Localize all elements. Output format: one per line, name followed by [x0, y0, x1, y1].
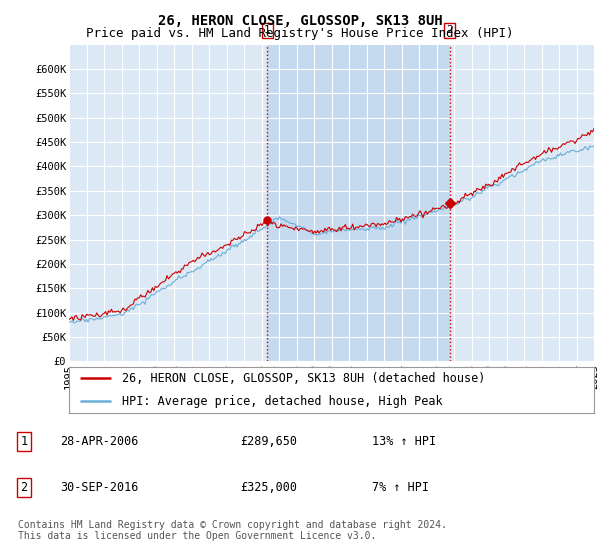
Text: 1: 1 [20, 435, 28, 449]
Text: Contains HM Land Registry data © Crown copyright and database right 2024.
This d: Contains HM Land Registry data © Crown c… [18, 520, 447, 542]
Text: 28-APR-2006: 28-APR-2006 [60, 435, 139, 449]
Text: 1: 1 [264, 25, 271, 35]
Text: 30-SEP-2016: 30-SEP-2016 [60, 482, 139, 494]
Bar [267, 45, 449, 361]
Text: Price paid vs. HM Land Registry's House Price Index (HPI): Price paid vs. HM Land Registry's House … [86, 27, 514, 40]
Text: 26, HERON CLOSE, GLOSSOP, SK13 8UH (detached house): 26, HERON CLOSE, GLOSSOP, SK13 8UH (deta… [121, 372, 485, 385]
Text: £325,000: £325,000 [240, 482, 297, 494]
Text: 7% ↑ HPI: 7% ↑ HPI [372, 482, 429, 494]
Text: 26, HERON CLOSE, GLOSSOP, SK13 8UH: 26, HERON CLOSE, GLOSSOP, SK13 8UH [158, 14, 442, 28]
Text: 2: 2 [446, 25, 453, 35]
Text: HPI: Average price, detached house, High Peak: HPI: Average price, detached house, High… [121, 395, 442, 408]
Text: 13% ↑ HPI: 13% ↑ HPI [372, 435, 436, 449]
Text: 2: 2 [20, 482, 28, 494]
Text: £289,650: £289,650 [240, 435, 297, 449]
